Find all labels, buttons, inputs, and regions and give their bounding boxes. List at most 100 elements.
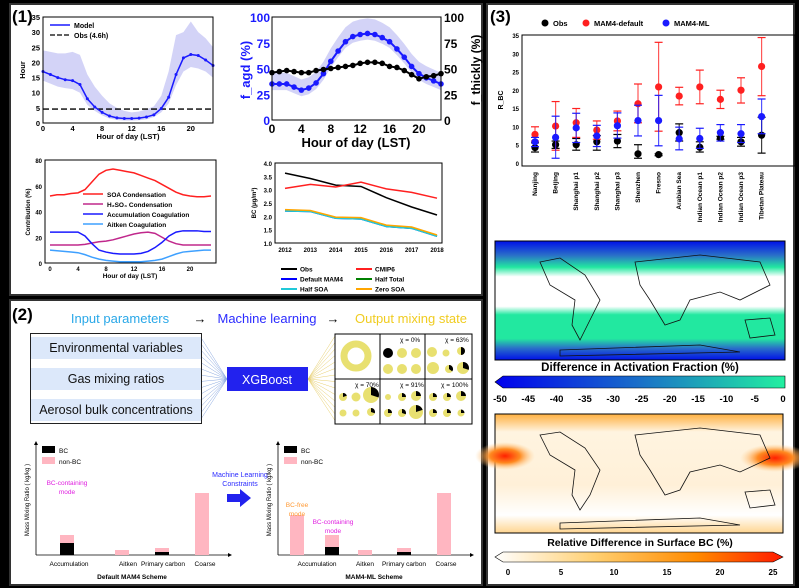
x-tick-label: 0	[269, 122, 276, 136]
x-tick-label: 2013	[304, 248, 318, 254]
fthickly-point	[386, 63, 393, 70]
point-mam4-default	[758, 62, 766, 71]
y-axis-label: Mass Mixing Ratio ( kg/kg )	[267, 464, 273, 536]
scheme-title: Default MAM4 Scheme	[97, 574, 167, 581]
left-y-tick-label: 75	[257, 37, 271, 51]
x-tick-label: 20	[412, 122, 426, 136]
point-mam4-ml	[593, 132, 601, 140]
xgboost-box	[227, 367, 308, 391]
annotation: mode	[289, 511, 306, 518]
fthickly-point	[416, 76, 422, 82]
model-point	[48, 73, 52, 77]
legend-entry: MAM4-ML	[674, 19, 710, 28]
chart-aging-time: 0 5 10 15 20 25 30 35 0 4 8 12 16 20 Hour of day (LST)…	[18, 13, 215, 141]
non-bc-bar	[358, 550, 372, 555]
fagd-point	[335, 48, 341, 54]
colorbar-tick-label: 25	[769, 568, 778, 577]
axis-arrow-icon	[34, 441, 38, 445]
x-tick-label: 12	[131, 267, 138, 273]
annotation: BC-containing	[313, 519, 354, 526]
model-point	[63, 78, 67, 82]
fagd-point	[276, 81, 283, 87]
left-y-tick-label: 0	[263, 114, 270, 128]
fan-line-input	[199, 378, 228, 389]
fagd-point	[291, 84, 297, 90]
fan-line-input	[199, 368, 228, 380]
fthickly-point	[291, 68, 297, 75]
legend-bc-swatch	[284, 446, 297, 453]
fthickly-point	[320, 66, 327, 73]
plot-frame	[521, 34, 796, 167]
y-tick-label: 60	[35, 185, 42, 191]
x-tick-label: 8	[327, 122, 334, 136]
series-line-3	[49, 249, 211, 263]
fagd-point	[342, 38, 349, 45]
panel-label-2: (2)	[12, 305, 33, 324]
bc-bar	[397, 552, 411, 555]
map-hotspot-pacific-east	[475, 442, 535, 470]
surface-bc-map: Relative Difference in Surface BC (%) 0 5…	[475, 413, 799, 577]
x-tick-label: Shanghai p1	[573, 172, 580, 211]
chi-label: χ = 63%	[445, 337, 469, 344]
model-point	[196, 53, 200, 57]
fagd-point	[430, 78, 437, 84]
y-tick-label: 30	[512, 52, 519, 58]
legend-entry: MAM4-default	[594, 19, 644, 28]
y-tick-label: 0	[36, 119, 40, 128]
chart-contribution: SOA Condensation H₂SO₄ Condensation Accumu…	[26, 159, 217, 280]
legend-marker	[582, 19, 590, 27]
fagd-point	[327, 58, 334, 65]
x-tick-label: 0	[41, 124, 45, 133]
bc-fraction-wedge	[461, 391, 466, 396]
particle-icon	[383, 364, 393, 374]
legend-nonbc-swatch	[284, 457, 297, 464]
y-tick-label: 20	[32, 58, 40, 67]
machine-learning-heading: Machine learning	[217, 311, 316, 326]
legend-nonbc: non-BC	[59, 459, 81, 466]
model-point	[152, 113, 156, 117]
model-point	[159, 106, 163, 110]
fan-line-input	[199, 378, 228, 415]
x-tick-label: 2018	[430, 248, 444, 254]
right-y-tick-label: 0	[444, 114, 451, 128]
activation-map-title: Difference in Activation Fraction (%)	[541, 362, 739, 374]
particle-icon	[352, 409, 360, 417]
model-point	[144, 115, 148, 119]
fan-line-output	[307, 355, 336, 380]
y-tick-label: 2.5	[264, 202, 273, 208]
fthickly-point	[305, 69, 312, 76]
right-y-axis-label: f_thickly (%)	[469, 35, 483, 106]
chi-label: χ = 100%	[441, 382, 469, 389]
fagd-point	[401, 54, 408, 60]
chi-label: χ = 91%	[400, 382, 424, 389]
series-line-1	[284, 181, 438, 199]
fagd-point	[283, 81, 290, 87]
category-label: Primary carbon	[141, 561, 185, 568]
axis-arrow-icon	[228, 553, 232, 557]
fagd-uncertainty-band	[272, 18, 441, 97]
particle-icon	[427, 347, 437, 357]
x-tick-label: Shanghai p3	[614, 172, 621, 211]
x-tick-label: 8	[104, 267, 108, 273]
colorbar-tick-label: -10	[720, 394, 734, 405]
non-bc-bar	[290, 515, 304, 555]
series-line-0	[284, 172, 438, 216]
annotation: mode	[59, 489, 76, 496]
point-mam4-ml	[696, 134, 704, 143]
fthickly-point	[342, 63, 349, 70]
scheme-chart-1: BC non-BC Accumulation Aitken Primary carbon…	[267, 441, 474, 581]
header-arrow-1: →	[194, 311, 207, 326]
model-point	[204, 58, 208, 62]
bc-fraction-wedge	[343, 393, 347, 397]
x-tick-label: Tibetan Plateau	[759, 172, 766, 220]
y-tick-label: 0	[516, 162, 520, 168]
legend-entry: Half SOA	[300, 287, 328, 294]
legend-entry: Zero SOA	[375, 287, 405, 294]
fan-line-output	[307, 374, 336, 380]
bc-bar	[60, 543, 74, 555]
colorbar-tick-label: -25	[635, 394, 649, 405]
x-tick-label: 8	[100, 124, 104, 133]
x-tick-label: 2016	[380, 248, 394, 254]
